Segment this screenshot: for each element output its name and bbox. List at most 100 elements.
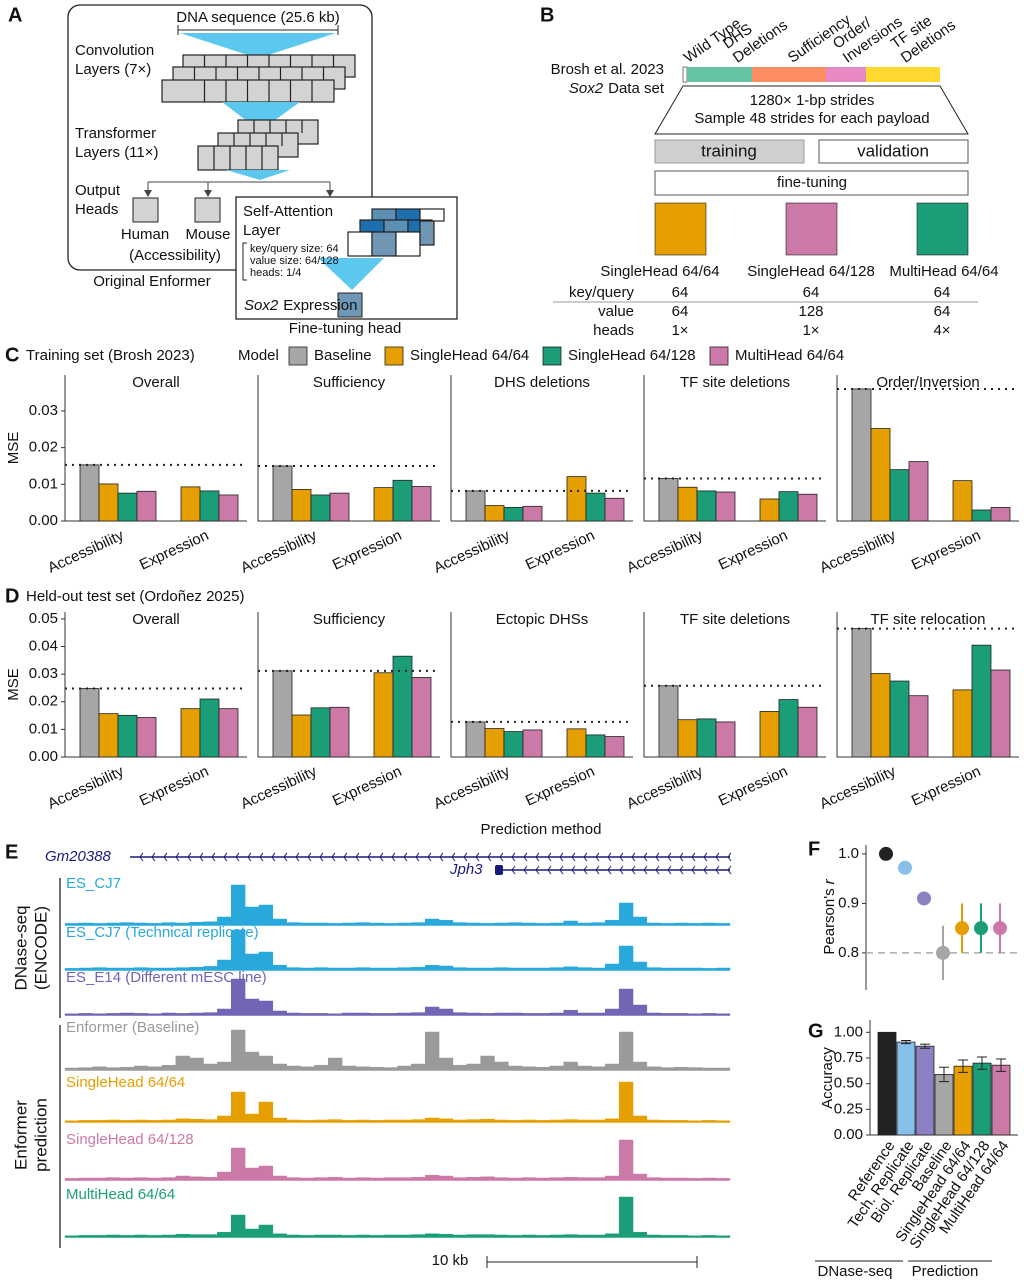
- strand-chevron: [607, 852, 612, 862]
- strand-chevron: [499, 852, 504, 862]
- scale-label: 10 kb: [432, 1252, 469, 1269]
- strand-chevron: [271, 852, 276, 862]
- caption: Original Enformer: [93, 273, 211, 290]
- bar: [136, 490, 157, 522]
- layer-label: Transformer: [75, 125, 156, 142]
- table-cell: 4×: [933, 322, 950, 339]
- signal-track: [64, 1081, 731, 1123]
- strand-chevron: [307, 852, 312, 862]
- param: key/query size: 64: [250, 243, 339, 255]
- facet-title: Ectopic DHSs: [496, 611, 589, 628]
- y-tick-label: 0.02: [29, 439, 58, 456]
- layer-label: Layer: [243, 222, 281, 239]
- model-name: MultiHead 64/64: [889, 263, 998, 280]
- strand-chevron: [691, 852, 696, 862]
- bar: [566, 476, 587, 522]
- strand-chevron: [355, 852, 360, 862]
- y-tick-label: 0.03: [29, 665, 58, 682]
- group-label: prediction: [31, 1098, 50, 1172]
- strand-chevron: [727, 852, 732, 862]
- bar: [604, 497, 625, 522]
- y-tick-label: 0.03: [29, 402, 58, 419]
- legend-title: Model: [238, 347, 279, 364]
- strand-chevron: [655, 865, 660, 875]
- error-bar: [901, 1040, 911, 1045]
- point: [955, 921, 969, 936]
- bar: [329, 492, 350, 522]
- bar: [522, 729, 543, 758]
- strand-chevron: [163, 852, 168, 862]
- bar: [797, 706, 818, 758]
- bar: [136, 717, 157, 758]
- bar: [291, 714, 312, 758]
- bar: [908, 461, 929, 522]
- bar: [971, 644, 992, 758]
- bar: [180, 486, 201, 522]
- funnel: [318, 258, 384, 290]
- layer-label: Layers (11×): [75, 144, 159, 161]
- panel-label: A: [8, 4, 22, 26]
- model-swatch: [654, 202, 707, 256]
- strand-chevron: [715, 865, 720, 875]
- gene-label: Gm20388: [45, 848, 112, 865]
- strand-chevron: [391, 852, 396, 862]
- signal-track: [64, 1196, 731, 1238]
- strand-chevron: [151, 852, 156, 862]
- strand-chevron: [655, 852, 660, 862]
- group-label: DNase-seq: [11, 905, 30, 990]
- sequence-bracket: [177, 25, 339, 35]
- point: [936, 945, 950, 960]
- validation-box: [818, 139, 969, 164]
- bar: [658, 478, 679, 522]
- gene-label: Jph3: [449, 861, 483, 878]
- x-tick-label: Accessibility: [624, 763, 706, 813]
- y-tick-label: 0.8: [838, 944, 859, 961]
- panel-label: E: [5, 841, 18, 863]
- strand-chevron: [187, 852, 192, 862]
- layer-label: Output: [75, 182, 121, 199]
- training-label: training: [701, 141, 757, 160]
- x-tick-label: Expression: [330, 763, 404, 810]
- bar: [990, 507, 1011, 522]
- legend-label: MultiHead 64/64: [735, 347, 844, 364]
- model-swatch: [916, 202, 969, 256]
- y-tick-label: 0.50: [834, 1075, 863, 1092]
- training-box: [654, 139, 805, 164]
- strand-chevron: [667, 865, 672, 875]
- bar: [117, 492, 138, 522]
- error-bar: [920, 1043, 930, 1049]
- signal-track: [64, 884, 731, 926]
- strand-chevron: [643, 852, 648, 862]
- strand-chevron: [475, 852, 480, 862]
- table-cell: 64: [934, 303, 951, 320]
- bar: [272, 465, 293, 522]
- strand-chevron: [559, 865, 564, 875]
- output-label: Sox2 Expression: [244, 297, 357, 314]
- strand-chevron: [727, 865, 732, 875]
- legend-swatch: [542, 346, 562, 366]
- y-tick-label: 0.00: [834, 1126, 863, 1143]
- facet-title: TF site deletions: [680, 374, 790, 391]
- y-tick-label: 0.75: [834, 1049, 863, 1066]
- stride-text: 1280× 1-bp strides: [750, 92, 875, 109]
- strand-chevron: [631, 852, 636, 862]
- x-tick-label: Accessibility: [45, 527, 127, 577]
- facet-title: Sufficiency: [313, 611, 386, 628]
- strand-chevron: [199, 852, 204, 862]
- strand-chevron: [523, 852, 528, 862]
- segment: [866, 67, 940, 82]
- layer-label: Heads: [75, 201, 118, 218]
- x-tick-label: Accessibility: [624, 527, 706, 577]
- y-tick-label: 0.00: [29, 748, 58, 765]
- bar: [98, 713, 119, 758]
- chart-title: Held-out test set (Ordoñez 2025): [26, 588, 244, 605]
- strand-chevron: [595, 865, 600, 875]
- strand-chevron: [343, 852, 348, 862]
- strand-chevron: [511, 865, 516, 875]
- facet-title: Sufficiency: [313, 374, 386, 391]
- strand-chevron: [571, 852, 576, 862]
- bar: [604, 736, 625, 758]
- funnel: [226, 170, 290, 180]
- gene-name: Sox2: [244, 297, 279, 314]
- dataset-bar: [682, 66, 940, 83]
